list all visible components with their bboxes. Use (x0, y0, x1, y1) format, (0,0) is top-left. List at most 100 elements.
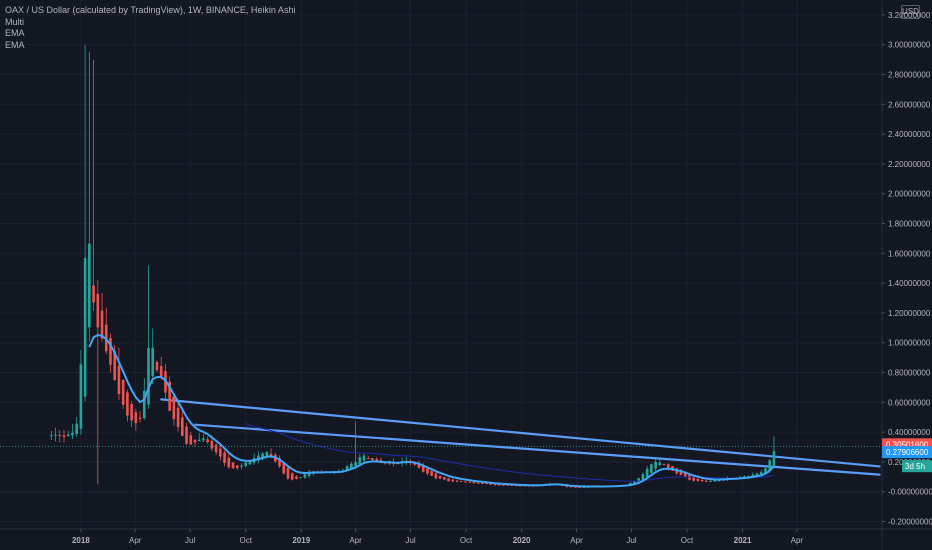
candle-body (700, 479, 704, 482)
candle-body (350, 463, 353, 469)
candle-body (633, 481, 636, 485)
candle-body (755, 473, 759, 476)
candle-body (476, 482, 480, 484)
candle-body (231, 462, 235, 469)
candle-body (113, 351, 117, 381)
symbol-title[interactable]: OAX / US Dollar (calculated by TradingVi… (5, 5, 296, 15)
candle-body (421, 465, 425, 472)
candle-body (181, 417, 184, 436)
time-tick-label: Apr (570, 536, 583, 545)
candle-body (481, 483, 484, 485)
candle-body (79, 364, 83, 429)
candle-body (172, 396, 176, 420)
candle-body (358, 457, 362, 465)
candle-body (709, 480, 712, 482)
candle-body (235, 465, 239, 468)
candle-body (510, 484, 514, 486)
countdown-label: 3d 5h (905, 462, 925, 471)
candle-body (75, 423, 78, 435)
price-tick-label: 1.00000000 (888, 339, 931, 348)
candle-body (227, 457, 231, 468)
candle-body (705, 480, 708, 482)
candle-body (307, 471, 311, 476)
candle-body (168, 381, 171, 411)
ema-fast-line (88, 333, 775, 488)
candle-body (438, 475, 442, 479)
candle-body (206, 439, 209, 443)
candle-body (109, 337, 112, 365)
candle-body (430, 471, 433, 476)
candle-body (455, 480, 459, 482)
candle-body (62, 435, 66, 437)
price-tick-label: 3.20000000 (888, 11, 931, 20)
candle-body (502, 484, 505, 486)
price-tick-label: 1.20000000 (888, 309, 931, 318)
candle-body (497, 484, 501, 486)
candle-body (96, 293, 100, 328)
candle-body (582, 486, 586, 488)
candle-body (121, 379, 125, 405)
candle-body (295, 476, 298, 479)
candle-body (223, 452, 226, 464)
indicator-ema-label-1[interactable]: EMA (5, 28, 25, 38)
time-tick-label: Jul (626, 536, 636, 545)
candle-body (50, 435, 53, 437)
candle-body (713, 480, 717, 482)
candle-body (265, 451, 269, 456)
price-tick-label: -0.20000000 (888, 518, 932, 527)
time-axis[interactable]: 2018 Apr Jul Oct 2019 Apr Jul Oct 2020 Apr Jul Oct 2… (0, 528, 932, 545)
last-price-label: 0.30501600 (886, 440, 929, 449)
candle-body (662, 463, 666, 465)
candle-body (210, 440, 214, 449)
candle-body (641, 474, 645, 481)
candle-body (417, 463, 421, 468)
price-tick-label: 2.40000000 (888, 130, 931, 139)
candle-body (464, 481, 467, 483)
time-tick-label: 2020 (513, 536, 531, 545)
candle-body (100, 310, 104, 339)
candle-body (240, 465, 243, 467)
candle-body (650, 464, 653, 474)
time-tick-label: Oct (239, 536, 252, 545)
candle-body (155, 361, 159, 371)
candle-body (257, 455, 260, 461)
indicator-multi-label[interactable]: Multi (5, 16, 25, 27)
currency-button[interactable]: USD (901, 5, 920, 19)
candle-body (574, 486, 577, 488)
candle-body (197, 439, 201, 442)
candle-body (54, 434, 57, 436)
price-tick-label: 0.60000000 (888, 398, 931, 407)
time-tick-label: Apr (791, 536, 804, 545)
candle-body (303, 474, 307, 478)
candle-body (692, 477, 695, 481)
candle-body (493, 483, 497, 485)
candle-body (189, 435, 193, 445)
candle-body (286, 467, 290, 479)
candle-body (269, 453, 273, 456)
candle-body (159, 366, 163, 377)
time-tick-label: Apr (349, 536, 362, 545)
price-tick-label: 2.20000000 (888, 160, 931, 169)
candle-body (679, 470, 683, 475)
candle-body (459, 480, 463, 482)
price-tick-label: 2.00000000 (888, 190, 931, 199)
candle-body (764, 468, 767, 474)
candle-body (244, 462, 248, 467)
candle-body (88, 243, 91, 328)
ema-lines (88, 333, 775, 488)
candles (50, 44, 776, 488)
candle-body (354, 462, 357, 467)
indicator-ema-label-2[interactable]: EMA (5, 39, 25, 50)
candle-body (147, 347, 150, 405)
price-tick-label: 2.80000000 (888, 71, 931, 80)
candle-body (485, 483, 488, 485)
candle-body (759, 472, 763, 475)
candle-body (654, 461, 657, 469)
candle-body (290, 473, 294, 480)
time-tick-label: Oct (460, 536, 473, 545)
time-tick-label: Jul (185, 536, 195, 545)
candle-body (219, 448, 222, 457)
candle-body (666, 464, 670, 468)
candle-body (138, 417, 142, 419)
